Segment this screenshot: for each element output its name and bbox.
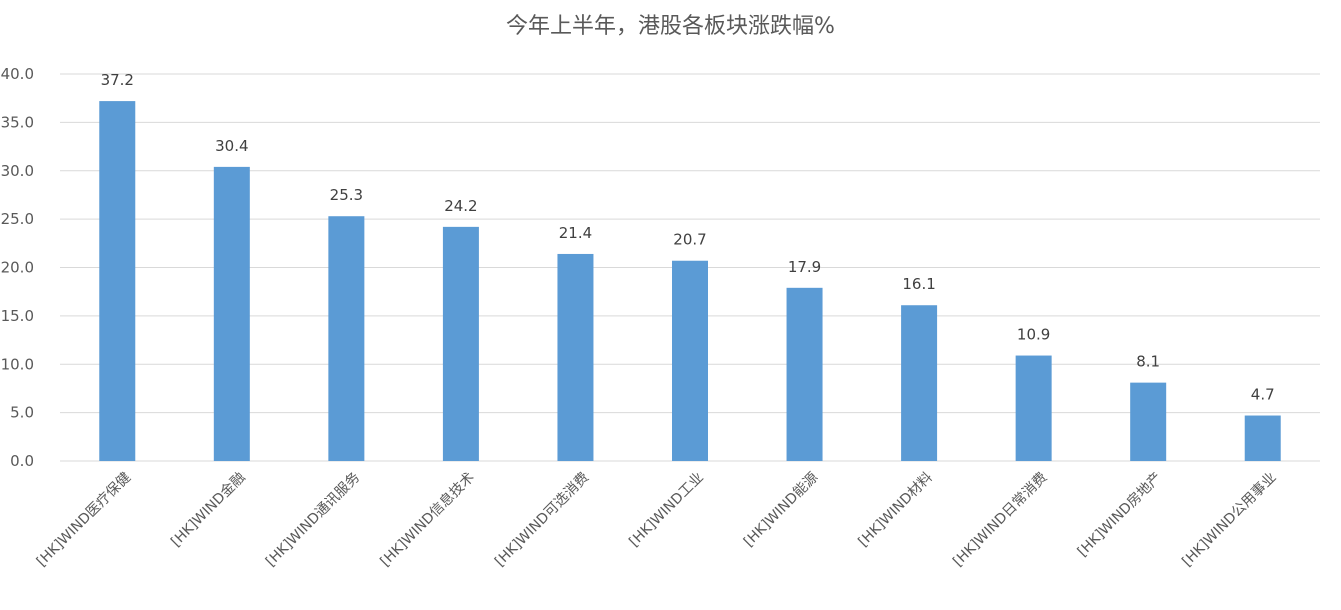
x-tick-label: [HK]WIND日常消费 xyxy=(950,470,1050,570)
y-tick-label: 30.0 xyxy=(1,162,34,180)
bars xyxy=(99,101,1281,461)
bar xyxy=(1130,382,1167,461)
data-label: 25.3 xyxy=(330,186,363,204)
bar xyxy=(786,287,823,461)
y-tick-label: 0.0 xyxy=(10,452,34,470)
y-tick-label: 25.0 xyxy=(1,210,34,228)
y-tick-label: 20.0 xyxy=(1,259,34,277)
bar xyxy=(672,260,708,461)
bar xyxy=(442,226,479,461)
data-label: 10.9 xyxy=(1017,326,1050,344)
y-tick-label: 40.0 xyxy=(1,65,34,83)
bar xyxy=(901,305,938,461)
data-label: 16.1 xyxy=(902,275,935,293)
x-tick-label: [HK]WIND材料 xyxy=(855,470,936,551)
x-tick-label: [HK]WIND信息技术 xyxy=(377,469,478,570)
bar xyxy=(99,101,136,461)
data-labels: 37.2 30.4 25.3 24.2 21.4 20.7 17.9 16.1 10.9 8.1 4… xyxy=(101,71,1275,403)
bar xyxy=(213,166,250,461)
y-axis-ticks: 0.0 5.0 10.0 15.0 20.0 25.0 30.0 35.0 40.0 xyxy=(1,65,34,470)
x-tick-label: [HK]WIND能源 xyxy=(741,470,822,551)
data-label: 4.7 xyxy=(1251,386,1275,404)
y-tick-label: 5.0 xyxy=(10,404,34,422)
chart-title: 今年上半年，港股各板块涨跌幅% xyxy=(506,14,835,39)
x-tick-label: [HK]WIND房地产 xyxy=(1075,470,1165,560)
x-axis-ticks: [HK]WIND医疗保健 [HK]WIND金融 [HK]WIND通讯服务 [HK]WI… xyxy=(34,469,1280,570)
x-tick-label: [HK]WIND公用事业 xyxy=(1179,470,1279,570)
x-tick-label: [HK]WIND金融 xyxy=(168,470,249,551)
x-tick-label: [HK]WIND可选消费 xyxy=(492,470,592,570)
y-tick-label: 15.0 xyxy=(1,307,34,325)
bar xyxy=(1244,415,1281,461)
data-label: 8.1 xyxy=(1136,353,1160,371)
x-tick-label: [HK]WIND医疗保健 xyxy=(34,470,134,570)
data-label: 17.9 xyxy=(788,258,821,276)
data-label: 21.4 xyxy=(559,224,592,242)
bar xyxy=(328,216,365,461)
data-label: 30.4 xyxy=(215,137,248,155)
data-label: 20.7 xyxy=(673,231,706,249)
bar xyxy=(557,253,594,461)
data-label: 24.2 xyxy=(444,197,477,215)
y-tick-label: 10.0 xyxy=(1,355,34,373)
data-label: 37.2 xyxy=(101,71,134,89)
bar xyxy=(1015,355,1052,461)
y-tick-label: 35.0 xyxy=(1,113,34,131)
x-tick-label: [HK]WIND通讯服务 xyxy=(263,470,363,570)
x-tick-label: [HK]WIND工业 xyxy=(626,470,707,551)
